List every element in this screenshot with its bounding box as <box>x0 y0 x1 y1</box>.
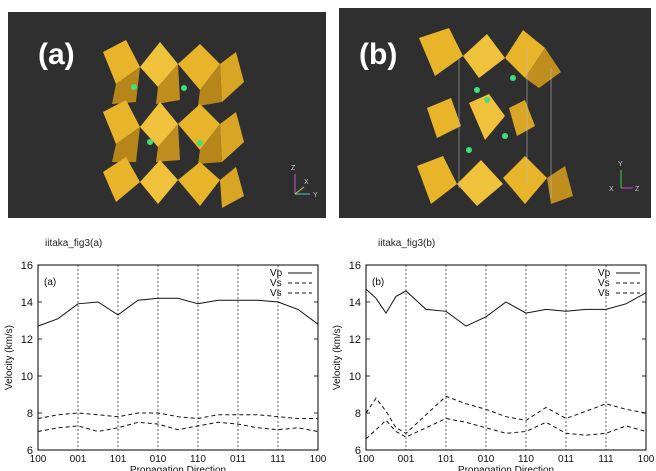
crystal-structure-drawing-b: Y X Z <box>417 28 640 206</box>
atoms-b <box>466 75 516 153</box>
y-tick-label: 8 <box>355 408 361 420</box>
axis-triad-a: Z X Y <box>291 165 318 199</box>
y-tick-label: 14 <box>21 297 33 309</box>
y-tick-label: 12 <box>21 334 33 346</box>
x-tick-label: 100 <box>310 454 327 465</box>
y-tick-label: 16 <box>21 260 33 272</box>
y-tick-label: 14 <box>349 297 361 309</box>
y-tick-label: 12 <box>349 334 361 346</box>
y-tick-label: 16 <box>349 260 361 272</box>
axis-triad-b: Y X Z <box>609 161 640 193</box>
x-tick-label: 110 <box>190 454 206 465</box>
x-axis-label: Propagation Direction <box>458 465 554 471</box>
series-line-vs-1 <box>365 395 647 434</box>
chart-panel-label: (b) <box>372 277 384 288</box>
x-tick-label: 100 <box>638 454 655 465</box>
series-line-vs-2 <box>365 417 647 440</box>
legend-label: Vp <box>270 268 283 279</box>
x-tick-label: 010 <box>150 454 167 465</box>
x-tick-label: 111 <box>598 454 614 465</box>
x-tick-label: 111 <box>270 454 286 465</box>
series-line-vp-0 <box>365 288 647 327</box>
octahedra-layer-bottom-b <box>417 156 573 206</box>
velocity-chart-b: 6 8 10 12 14 16 100 001 101 010 110 011 111 100 Propag… <box>332 260 655 471</box>
x-tick-label: 100 <box>358 454 375 465</box>
crystal-structure-image-a: Z X Y (a) <box>8 12 326 218</box>
x-tick-label: 101 <box>438 454 455 465</box>
octahedra-layer-bottom <box>103 157 244 208</box>
axis-label-x-b: X <box>609 186 614 193</box>
legend-label: Vs <box>270 288 282 299</box>
legend-label: Vp <box>598 268 611 279</box>
x-tick-label: 011 <box>230 454 246 465</box>
axis-label-z-b: Z <box>635 186 640 193</box>
legend-label: Vs <box>270 278 282 289</box>
axis-label-z-a: Z <box>291 165 296 172</box>
y-tick-label: 6 <box>27 445 33 457</box>
x-tick-label: 100 <box>30 454 47 465</box>
octahedra-layer-middle <box>103 100 244 164</box>
x-tick-label: 110 <box>518 454 534 465</box>
legend-label: Vs <box>598 278 610 289</box>
x-axis-label: Propagation Direction <box>130 465 226 471</box>
y-tick-label: 10 <box>349 371 361 383</box>
velocity-chart-a: 6 8 10 12 14 16 100 001 101 010 110 011 111 100 Propag… <box>4 260 327 471</box>
crystal-structure-drawing-a: Z X Y <box>103 40 318 208</box>
series-line-vs-1 <box>37 412 318 420</box>
crystal-structure-image-b: Y X Z (b) <box>339 8 651 218</box>
figure-id-b: iitaka_fig3(b) <box>378 238 436 249</box>
atoms-a <box>131 84 203 146</box>
figure-id-a: iitaka_fig3(a) <box>45 238 103 249</box>
panel-letter-a: (a) <box>38 38 75 71</box>
plot-frame <box>365 264 647 451</box>
octahedra-layer-middle-b <box>427 94 535 140</box>
axis-label-y-a: Y <box>313 192 318 199</box>
legend-label: Vs <box>598 288 610 299</box>
panel-letter-b: (b) <box>359 38 398 71</box>
y-axis-label: Velocity (km/s) <box>4 325 15 390</box>
plot-frame <box>37 264 319 451</box>
x-tick-label: 001 <box>398 454 415 465</box>
axis-label-y-b: Y <box>618 161 623 168</box>
y-axis-label: Velocity (km/s) <box>332 325 343 390</box>
unit-cell-lines-b <box>458 48 552 198</box>
x-tick-label: 010 <box>478 454 495 465</box>
x-tick-label: 011 <box>558 454 574 465</box>
y-tick-label: 10 <box>21 371 33 383</box>
chart-panel-label: (a) <box>44 277 56 288</box>
x-tick-label: 001 <box>70 454 87 465</box>
y-tick-label: 8 <box>27 408 33 420</box>
series-line-vs-2 <box>37 421 319 433</box>
octahedra-layer-top <box>103 40 244 106</box>
axis-label-x-a: X <box>304 179 309 186</box>
octahedra-layer-top-b <box>419 28 561 88</box>
y-tick-label: 6 <box>355 445 361 457</box>
x-tick-label: 101 <box>110 454 127 465</box>
series-line-vp-0 <box>37 297 319 327</box>
